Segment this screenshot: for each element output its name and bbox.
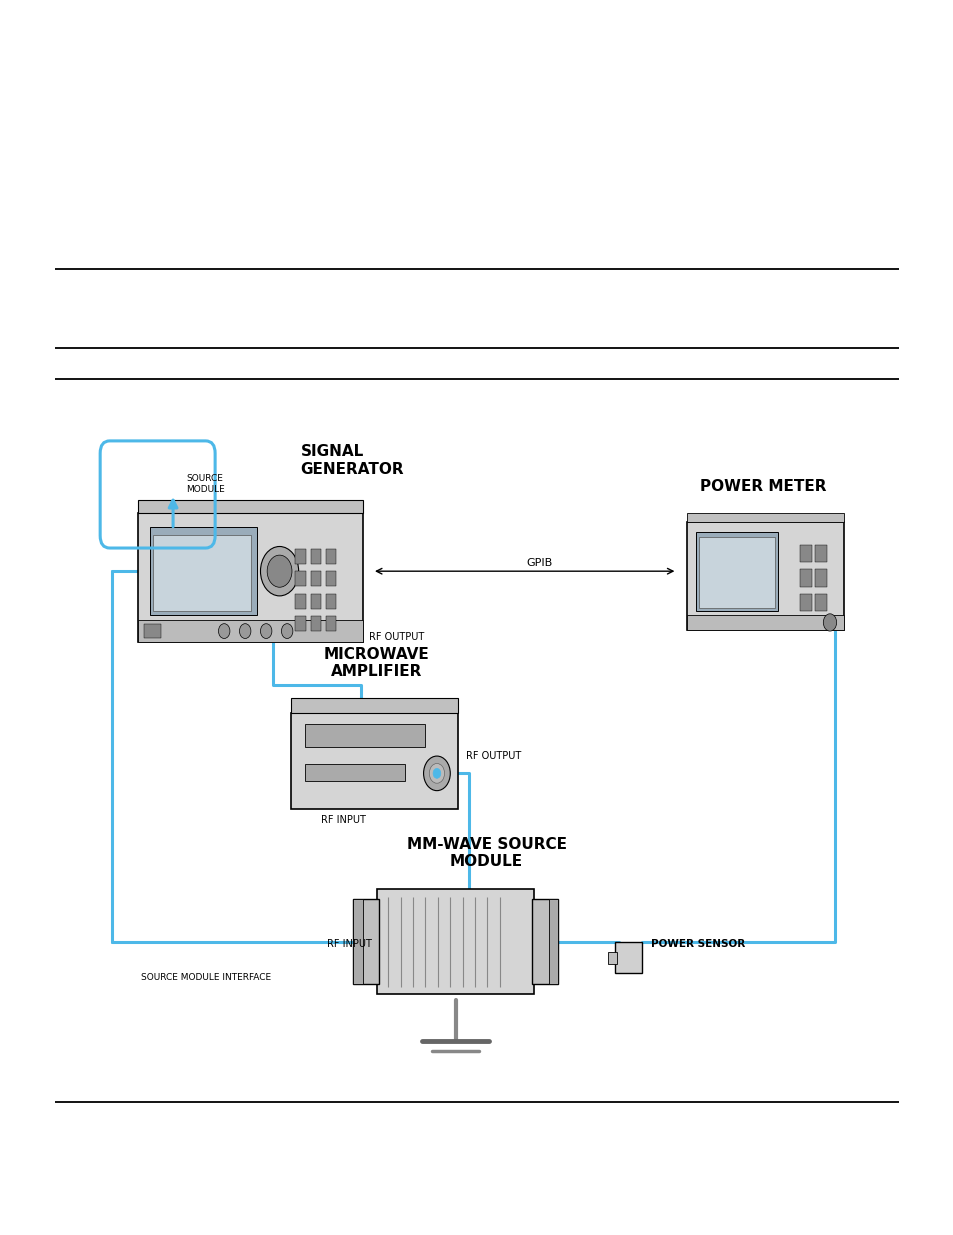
Text: RF OUTPUT: RF OUTPUT [465, 751, 520, 761]
Bar [696, 531, 778, 611]
Bar [815, 569, 826, 587]
Text: GPIB: GPIB [525, 558, 552, 568]
Bar [699, 537, 774, 608]
Bar [686, 513, 843, 522]
Bar [615, 942, 641, 973]
Bar [311, 550, 320, 564]
Bar [800, 569, 811, 587]
Bar [295, 572, 305, 587]
Circle shape [423, 756, 450, 790]
Text: SIGNAL
GENERATOR: SIGNAL GENERATOR [300, 445, 404, 477]
Bar [686, 615, 843, 630]
Bar [291, 698, 457, 713]
Bar [815, 594, 826, 611]
Text: RF INPUT: RF INPUT [327, 939, 372, 948]
Text: SOURCE MODULE INTERFACE: SOURCE MODULE INTERFACE [141, 973, 271, 982]
Circle shape [260, 624, 272, 638]
Text: POWER METER: POWER METER [700, 479, 825, 494]
Bar [326, 594, 336, 609]
Text: SOURCE
MODULE: SOURCE MODULE [186, 474, 224, 494]
Bar [305, 763, 405, 782]
Circle shape [433, 768, 440, 778]
Circle shape [281, 624, 293, 638]
Bar [548, 899, 558, 984]
Bar [138, 500, 362, 513]
Bar [800, 545, 811, 562]
Bar [295, 594, 305, 609]
Circle shape [822, 614, 836, 631]
Bar [376, 889, 534, 994]
Bar [800, 594, 811, 611]
Bar [326, 572, 336, 587]
Bar [144, 624, 161, 638]
Bar [311, 594, 320, 609]
Bar [311, 572, 320, 587]
Bar [353, 899, 378, 984]
Text: RF OUTPUT: RF OUTPUT [369, 632, 424, 642]
Bar [295, 550, 305, 564]
Bar [607, 951, 617, 963]
Text: MM-WAVE SOURCE
MODULE: MM-WAVE SOURCE MODULE [406, 837, 566, 869]
Bar [150, 527, 257, 615]
Bar [291, 713, 457, 809]
Bar [532, 899, 558, 984]
Bar [152, 535, 251, 611]
Circle shape [260, 546, 298, 597]
Bar [353, 899, 362, 984]
Bar [138, 513, 362, 642]
Bar [138, 620, 362, 642]
Bar [305, 725, 425, 747]
Text: MICROWAVE
AMPLIFIER: MICROWAVE AMPLIFIER [324, 647, 429, 679]
Bar [295, 616, 305, 631]
Bar [326, 550, 336, 564]
Bar [311, 616, 320, 631]
Circle shape [267, 556, 292, 588]
Circle shape [239, 624, 251, 638]
Bar [326, 616, 336, 631]
Circle shape [218, 624, 230, 638]
Text: RF INPUT: RF INPUT [320, 815, 366, 825]
Circle shape [429, 763, 444, 783]
Bar [686, 522, 843, 630]
Bar [815, 545, 826, 562]
Text: POWER SENSOR: POWER SENSOR [650, 939, 744, 948]
